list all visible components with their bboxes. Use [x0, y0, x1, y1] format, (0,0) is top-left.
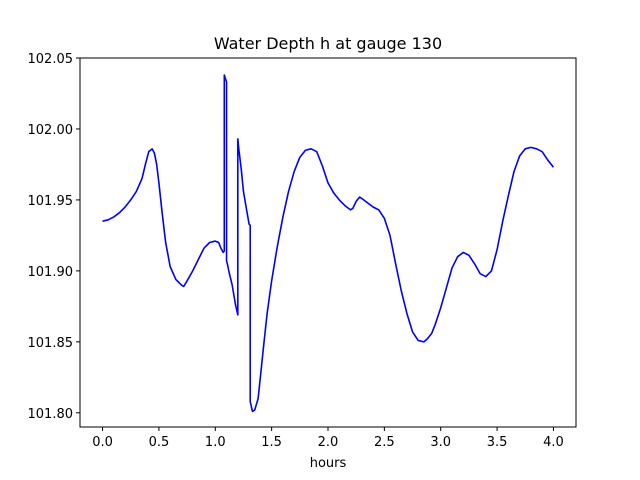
- x-tick-label: 2.5: [374, 435, 395, 450]
- chart-title: Water Depth h at gauge 130: [214, 34, 442, 53]
- plot-frame: [79, 57, 577, 428]
- x-tick-label: 4.0: [543, 435, 564, 450]
- x-axis-label: hours: [310, 456, 347, 471]
- x-tick-label: 0.5: [149, 435, 170, 450]
- plot-layer: [102, 74, 555, 413]
- series-line-0: [102, 74, 555, 413]
- y-tick-label: 101.85: [28, 336, 74, 351]
- y-tick-label: 101.90: [28, 265, 74, 280]
- y-axis-ticks: 101.80 101.85 101.90 101.95 102.00 102.05: [28, 52, 80, 422]
- x-tick-label: 0.0: [92, 435, 113, 450]
- y-tick-label: 102.05: [28, 52, 74, 67]
- x-tick-label: 1.0: [205, 435, 226, 450]
- y-tick-label: 101.95: [28, 194, 74, 209]
- x-tick-label: 3.0: [430, 435, 451, 450]
- x-tick-label: 2.0: [318, 435, 339, 450]
- x-axis-ticks: 0.0 0.5 1.0 1.5 2.0 2.5 3.0 3.5 4.0: [92, 427, 564, 450]
- y-tick-label: 102.00: [28, 123, 74, 138]
- y-tick-label: 101.80: [28, 407, 74, 422]
- x-tick-label: 3.5: [487, 435, 508, 450]
- x-tick-label: 1.5: [261, 435, 282, 450]
